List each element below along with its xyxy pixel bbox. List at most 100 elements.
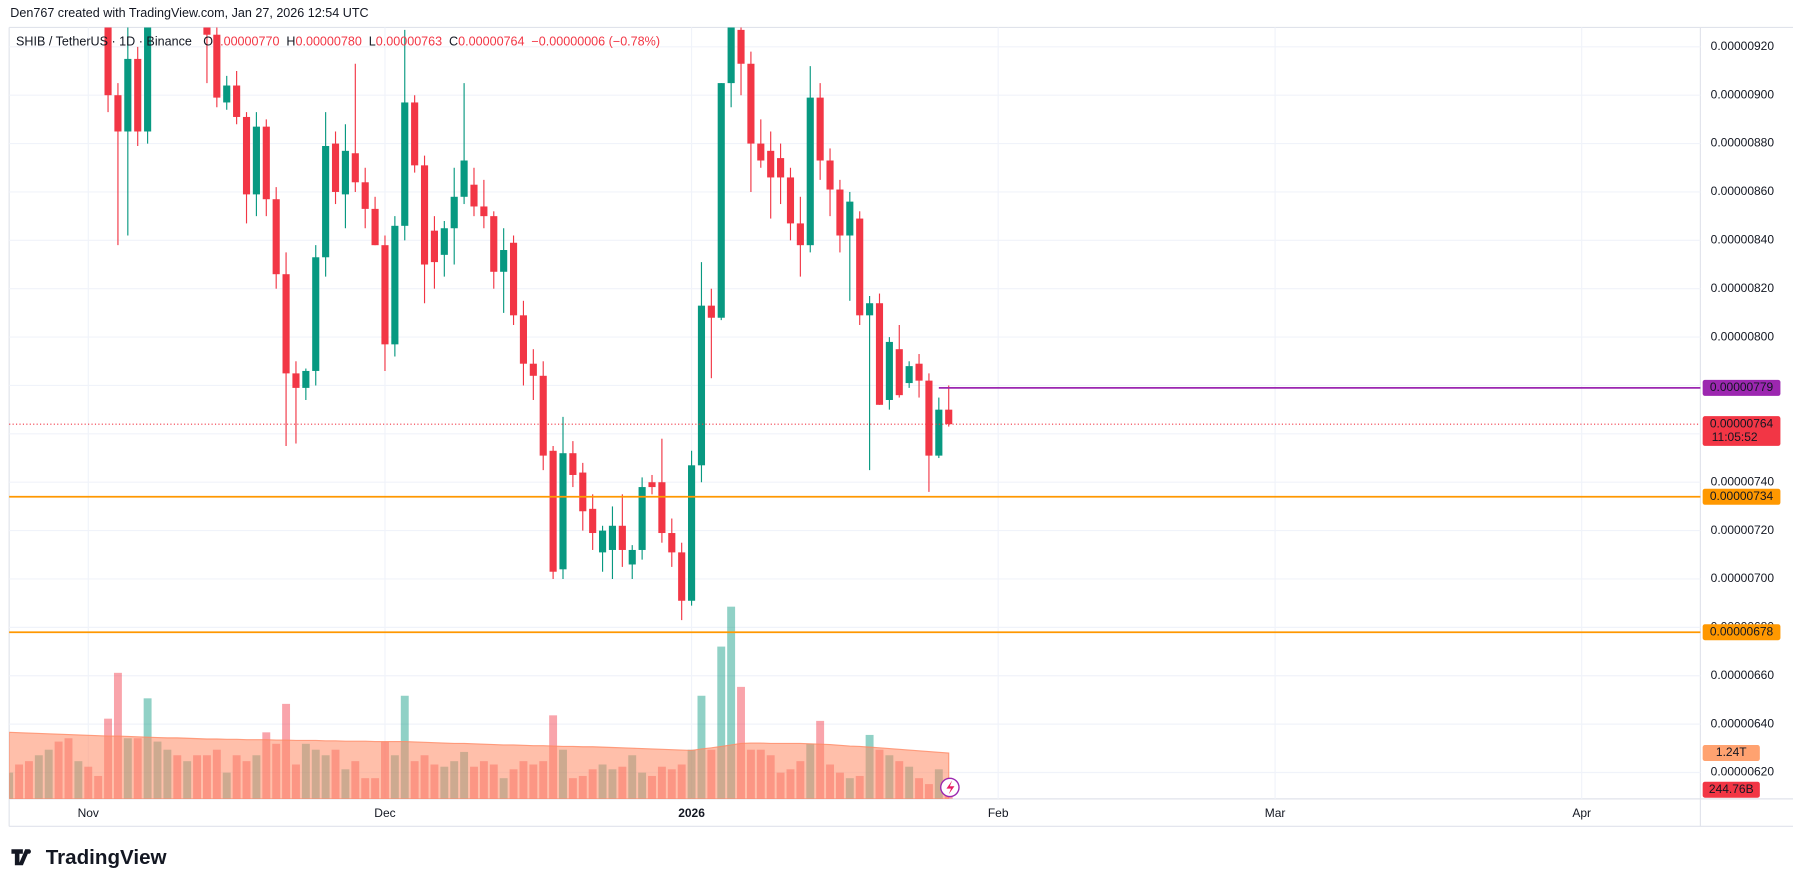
ohlc-value: 0.00000763 bbox=[376, 35, 442, 49]
candle-body bbox=[777, 158, 785, 178]
symbol: SHIB / TetherUS · 1D · Binance bbox=[16, 35, 192, 49]
volume-ma-label: 1.24T bbox=[1716, 745, 1747, 759]
y-tick-label: 0.00000840 bbox=[1711, 233, 1775, 247]
x-tick-label: Apr bbox=[1572, 806, 1591, 820]
candle-body bbox=[826, 160, 834, 190]
y-tick-label: 0.00000880 bbox=[1711, 136, 1775, 150]
candle-body bbox=[638, 487, 646, 550]
y-tick-label: 0.00000800 bbox=[1711, 329, 1775, 343]
candle-body bbox=[203, 27, 211, 35]
candle-body bbox=[786, 177, 795, 224]
candle-body bbox=[124, 58, 132, 132]
candle-body bbox=[440, 228, 448, 255]
brand: TradingView bbox=[46, 846, 168, 869]
level-box bbox=[1702, 488, 1781, 505]
last-price-label: 0.00000764 bbox=[1710, 416, 1774, 430]
candle-body bbox=[549, 450, 557, 572]
overlay: 0.000006200.000006400.000006600.00000680… bbox=[9, 35, 1781, 820]
candle-body bbox=[104, 27, 112, 96]
level-box bbox=[1702, 624, 1781, 641]
logo: TradingView bbox=[11, 846, 168, 869]
candle-body bbox=[252, 126, 260, 195]
watermark: Den767 created with TradingView.com, Jan… bbox=[10, 6, 368, 20]
candle-body bbox=[846, 201, 854, 236]
candle-body bbox=[559, 453, 567, 570]
candle-body bbox=[697, 305, 706, 466]
x-tick-label: Nov bbox=[78, 806, 99, 820]
candle-body bbox=[312, 257, 320, 371]
y-tick-label: 0.00000640 bbox=[1711, 716, 1775, 730]
candle-body bbox=[500, 250, 508, 272]
change: −0.00000006 (−0.78%) bbox=[531, 35, 660, 49]
y-tick-label: 0.00000620 bbox=[1711, 765, 1775, 779]
candle-body bbox=[608, 525, 617, 550]
plot-area bbox=[9, 27, 953, 799]
candle-body bbox=[114, 95, 122, 132]
x-tick-label: Mar bbox=[1265, 806, 1286, 820]
candle-body bbox=[134, 58, 142, 132]
y-tick-label: 0.00000900 bbox=[1711, 87, 1775, 101]
candle-body bbox=[322, 145, 330, 258]
volume-box bbox=[1702, 781, 1760, 798]
candle-body bbox=[292, 373, 300, 388]
candle-body bbox=[767, 150, 775, 178]
candle-body bbox=[796, 223, 804, 246]
y-tick-label: 0.00000660 bbox=[1711, 668, 1775, 682]
candle-body bbox=[895, 349, 903, 396]
candle-body bbox=[282, 274, 290, 374]
candle-body bbox=[351, 153, 359, 183]
y-tick-label: 0.00000820 bbox=[1711, 281, 1775, 295]
level-box bbox=[1702, 379, 1781, 396]
candle-body bbox=[272, 199, 280, 275]
candle-body bbox=[242, 116, 251, 195]
candle-body bbox=[915, 363, 923, 381]
ohlc-key: L bbox=[369, 35, 376, 49]
y-tick-label: 0.00000740 bbox=[1711, 474, 1775, 488]
candle-body bbox=[450, 196, 458, 229]
y-tick-label: 0.00000920 bbox=[1711, 39, 1775, 53]
candle-body bbox=[866, 303, 874, 316]
y-tick-label: 0.00000700 bbox=[1711, 571, 1775, 585]
level-label: 0.00000734 bbox=[1710, 489, 1774, 503]
candle-body bbox=[816, 97, 824, 161]
candle-body bbox=[371, 208, 379, 246]
candle-body bbox=[381, 245, 389, 345]
candle-body bbox=[935, 409, 943, 456]
candle-body bbox=[569, 453, 577, 475]
logo-icon bbox=[11, 849, 31, 866]
countdown: 11:05:52 bbox=[1712, 430, 1758, 444]
candle-body bbox=[599, 530, 607, 553]
ohlc-key: C bbox=[449, 35, 458, 49]
x-tick-label: Dec bbox=[374, 806, 395, 820]
candle-body bbox=[480, 206, 488, 217]
candle-body bbox=[885, 341, 893, 400]
candle-body bbox=[302, 370, 310, 388]
candle-body bbox=[856, 218, 864, 316]
candle-body bbox=[579, 472, 587, 512]
candle-body bbox=[411, 102, 419, 166]
candle-body bbox=[668, 533, 676, 553]
ohlc-value: 0.00000770 bbox=[213, 35, 279, 49]
candle-body bbox=[658, 482, 666, 534]
last-price-box bbox=[1702, 416, 1781, 446]
candle-body bbox=[341, 150, 349, 195]
candle-body bbox=[727, 27, 735, 84]
volume-ma-box bbox=[1702, 745, 1760, 762]
candle-body bbox=[707, 305, 715, 318]
candle-body bbox=[401, 102, 409, 226]
candle-body bbox=[717, 83, 725, 318]
candle-body bbox=[420, 165, 429, 265]
volume-bar bbox=[727, 606, 736, 799]
x-tick-label: 2026 bbox=[678, 806, 705, 820]
candle-body bbox=[757, 143, 765, 161]
candle-body bbox=[391, 225, 399, 345]
candle-body bbox=[628, 549, 636, 565]
candle-body bbox=[648, 482, 656, 488]
candle-body bbox=[836, 189, 844, 236]
candle-body bbox=[618, 525, 626, 550]
ohlc-value: 0.00000764 bbox=[458, 35, 524, 49]
y-tick-label: 0.00000720 bbox=[1711, 523, 1775, 537]
